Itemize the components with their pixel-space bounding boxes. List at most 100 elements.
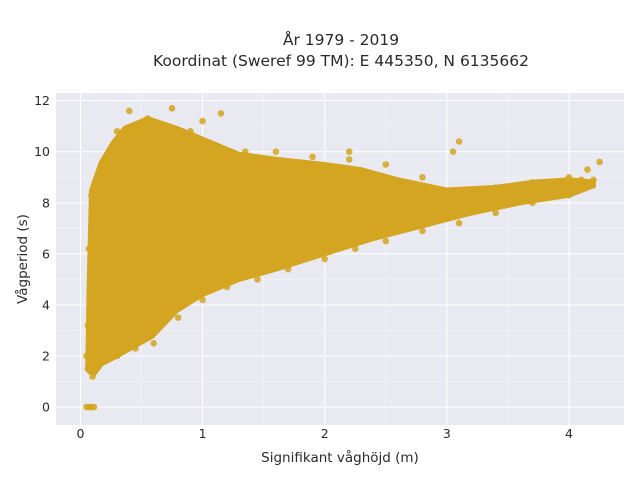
y-tick-label: 0 [42,400,50,415]
data-point [165,148,172,155]
data-point [86,288,94,296]
data-point [205,186,212,194]
data-point [138,174,145,181]
data-point [382,161,390,168]
x-tick-labels: 0 1 2 3 4 [76,426,573,441]
y-tick-label: 12 [34,93,50,108]
data-point [168,105,176,112]
data-point [254,276,261,283]
x-tick-label: 0 [76,426,84,441]
chart-title-line-2: Koordinat (Sweref 99 TM): E 445350, N 61… [153,52,529,70]
data-point [272,148,280,155]
data-point [455,219,463,227]
data-point [117,204,124,212]
data-point [394,219,402,227]
data-point [284,265,292,273]
x-tick-label: 4 [565,426,573,441]
y-tick-label: 10 [34,144,50,159]
data-point [303,174,310,181]
y-tick-label: 4 [42,297,50,312]
data-point [126,107,133,115]
data-point [199,237,206,245]
data-point [596,158,603,166]
data-point [321,255,329,263]
data-point [480,189,487,196]
data-point [297,209,304,217]
data-point [140,135,148,143]
x-tick-label: 1 [199,426,207,441]
x-tick-label: 3 [443,426,451,441]
data-point [223,283,231,291]
data-point [260,242,268,250]
data-point [431,209,439,217]
data-point [138,237,145,245]
x-axis-label: Signifikant våghöjd (m) [261,449,419,466]
data-point [492,184,500,191]
data-point [327,230,335,237]
data-point [85,245,93,253]
data-point [90,403,98,411]
data-point [449,148,457,155]
data-point [516,184,524,191]
data-point [132,345,139,352]
data-point [565,174,573,181]
data-point [577,176,585,184]
data-point [199,117,206,125]
data-point [84,322,92,329]
data-point [455,138,463,145]
data-point [370,191,377,199]
data-point [99,342,106,350]
data-point [116,319,123,327]
y-tick-label: 2 [42,349,50,364]
data-point [83,352,90,360]
data-point [181,288,188,296]
y-tick-labels: 0 2 4 6 8 10 12 [34,93,50,414]
data-point [468,204,475,212]
data-point [104,158,111,166]
data-point [84,365,92,373]
data-point [406,186,414,194]
data-point [119,263,127,271]
y-tick-label: 6 [42,246,50,261]
data-points [83,105,603,411]
data-point [290,237,298,245]
data-point [352,245,359,253]
data-point [162,199,170,207]
data-point [364,225,371,232]
data-point [235,212,243,219]
data-point [541,191,548,199]
point-cloud [85,116,596,377]
data-point [88,191,95,199]
data-point [529,199,536,207]
data-point [104,276,111,283]
data-point [242,148,249,155]
data-point [529,179,536,186]
x-tick-label: 2 [321,426,329,441]
data-point [156,250,164,258]
data-point [119,148,127,155]
data-point [217,110,225,117]
data-point [150,340,157,347]
chart-title-line-1: År 1979 - 2019 [283,30,399,49]
data-point [135,301,143,309]
data-point [229,250,237,258]
data-point [345,148,353,155]
data-point [199,296,206,304]
data-point [101,217,109,224]
data-point [113,128,121,135]
data-point [345,156,353,163]
data-point [272,166,280,173]
data-point [174,314,182,322]
y-tick-label: 8 [42,195,50,210]
data-point [95,363,103,370]
data-point [590,176,597,184]
y-axis-label: Vågperiod (s) [14,214,31,304]
data-point [156,306,164,314]
data-point [309,153,316,161]
data-point [584,166,591,173]
data-point [419,227,426,235]
data-point [89,373,96,380]
data-point [266,199,274,207]
data-point [382,237,390,245]
